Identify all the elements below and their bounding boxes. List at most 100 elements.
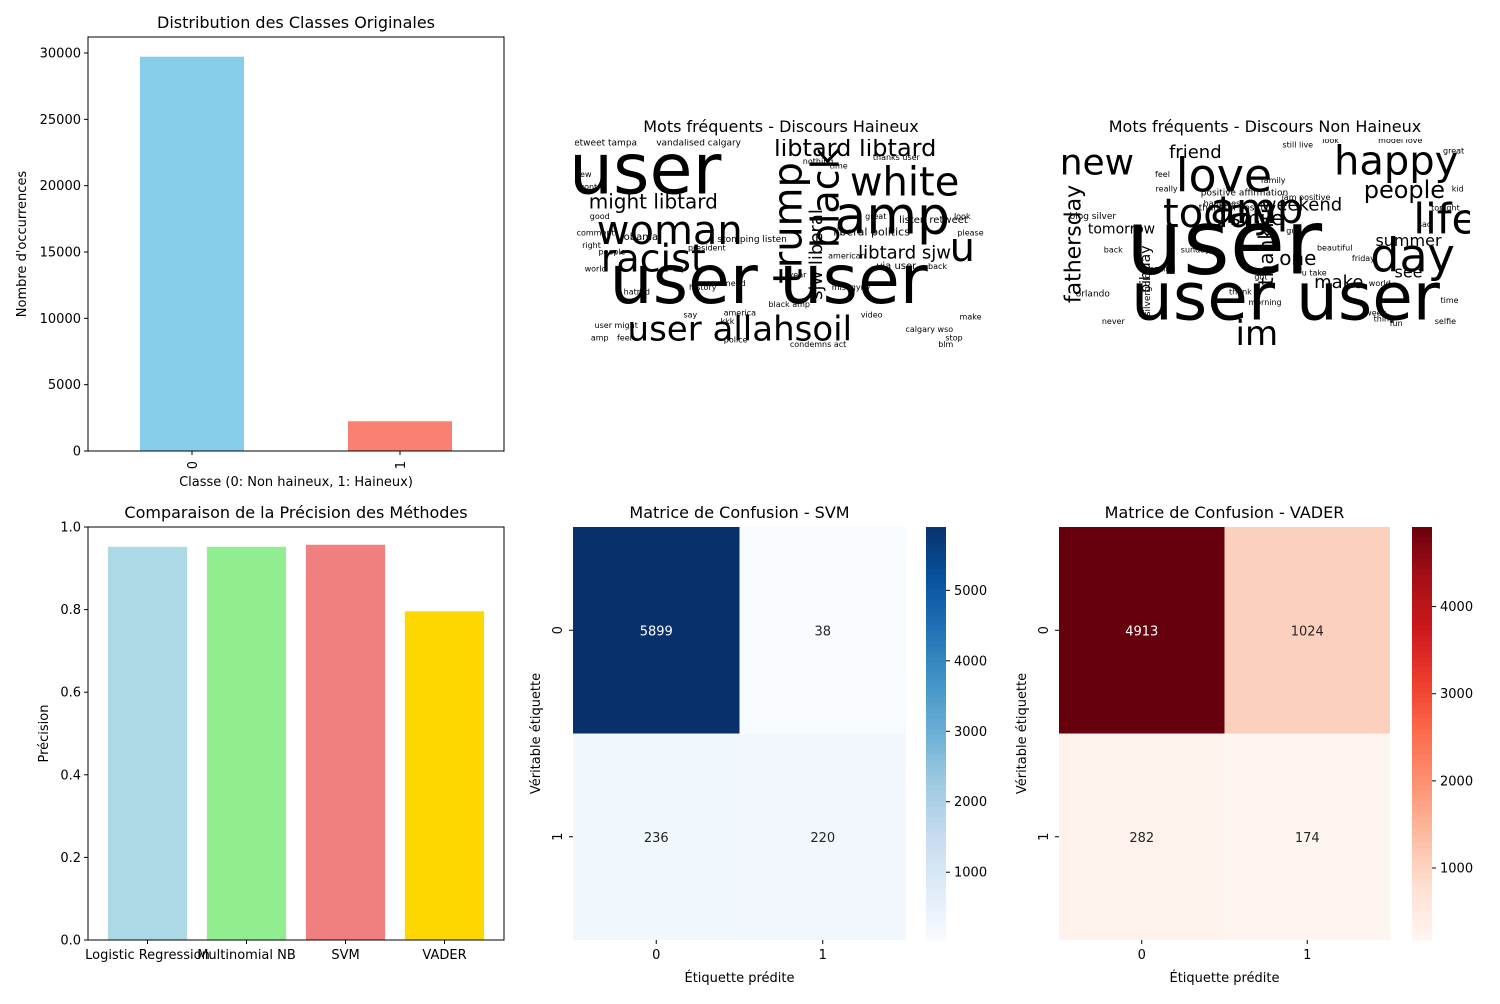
word: see [1394, 263, 1422, 282]
colorbar-segment [926, 599, 946, 606]
word: good [590, 212, 610, 221]
colorbar-segment [1412, 924, 1432, 931]
word: condemns act [790, 340, 846, 349]
colorbar-tick-label: 2000 [1440, 774, 1473, 789]
x-tick-label: 0 [1138, 948, 1146, 963]
word: world [585, 264, 607, 273]
colorbar-segment [1412, 816, 1432, 822]
y-tick-label: 30000 [40, 46, 81, 61]
colorbar-segment [926, 687, 946, 693]
word: need [726, 279, 746, 288]
colorbar-segment [1412, 872, 1432, 879]
word: user [569, 129, 722, 211]
word: today [1163, 191, 1277, 237]
colorbar-segment [926, 738, 946, 745]
colorbar-segment [926, 718, 946, 724]
y-tick-label: 1.0 [60, 521, 81, 536]
bar-method [404, 611, 485, 940]
colorbar-segment [926, 867, 946, 874]
colorbar-segment [926, 609, 946, 616]
colorbar-segment [1412, 707, 1432, 714]
colorbar-segment [1412, 800, 1432, 807]
colorbar-segment [926, 614, 946, 621]
colorbar-segment [926, 656, 946, 662]
colorbar-segment [1412, 630, 1432, 637]
y-axis-label: Nombre d'occurrences [15, 171, 30, 318]
colorbar-segment [1412, 738, 1432, 745]
colorbar-tick-label: 1000 [1440, 862, 1473, 877]
colorbar-segment [926, 568, 946, 575]
colorbar-segment [1412, 692, 1432, 698]
confusion-matrix-5: Matrice de Confusion - VADER 4913 1024 282 1… [1015, 503, 1473, 986]
colorbar-segment [1412, 893, 1432, 900]
colorbar-segment [1412, 821, 1432, 828]
x-tick-label: SVM [331, 948, 359, 963]
colorbar-segment [926, 816, 946, 822]
word: make [960, 313, 982, 322]
colorbar-segment [1412, 785, 1432, 791]
colorbar-segment [926, 831, 946, 838]
matrix-cell [573, 733, 740, 940]
colorbar-segment [1412, 826, 1432, 833]
colorbar-segment [926, 810, 946, 817]
y-tick-label: 0 [551, 626, 566, 634]
colorbar-segment [1412, 568, 1432, 575]
colorbar-segment [1412, 919, 1432, 926]
word: might libtard [589, 189, 718, 213]
word: never [1102, 317, 1126, 326]
y-tick-label: 5000 [48, 378, 81, 393]
word: white [850, 160, 959, 206]
colorbar-segment [926, 909, 946, 915]
colorbar-segment [926, 872, 946, 879]
colorbar-segment [1412, 557, 1432, 564]
colorbar-segment [926, 619, 946, 626]
colorbar-segment [926, 635, 946, 642]
colorbar-segment [926, 712, 946, 719]
word: amp [1210, 184, 1303, 233]
chart-title: Mots fréquents - Discours Non Haineux [1109, 117, 1422, 136]
colorbar-segment [926, 903, 946, 910]
x-tick-label: VADER [422, 948, 466, 963]
colorbar-segment [1412, 542, 1432, 549]
x-axis-label: Étiquette prédite [1169, 970, 1279, 986]
word: year [789, 271, 808, 280]
word: thanks user [873, 153, 921, 162]
colorbar-segment [1412, 537, 1432, 544]
colorbar-segment [926, 594, 946, 600]
colorbar-segment [1412, 594, 1432, 600]
word: friend [1169, 142, 1222, 163]
matrix-cell [739, 527, 906, 734]
colorbar-tick-label: 3000 [954, 725, 987, 740]
word: positive affirmation [1201, 189, 1288, 199]
x-tick-label: 1 [1303, 948, 1311, 963]
x-tick-label: 0 [186, 461, 201, 469]
colorbar-segment [926, 630, 946, 637]
word: nothing [803, 157, 834, 166]
word: thing [1374, 315, 1395, 324]
colorbar-segment [1412, 547, 1432, 554]
word: u take [1302, 269, 1327, 278]
word: sjw liberal [806, 209, 827, 300]
colorbar-segment [926, 790, 946, 797]
colorbar-segment [1412, 759, 1432, 766]
colorbar-segment [1412, 552, 1432, 559]
colorbar-segment [926, 847, 946, 853]
word: summer [1375, 231, 1441, 250]
bar-class-1 [348, 421, 452, 451]
colorbar-segment [1412, 898, 1432, 905]
colorbar-segment [1412, 578, 1432, 585]
colorbar-segment [1412, 573, 1432, 580]
colorbar-segment [926, 795, 946, 802]
colorbar-segment [926, 645, 946, 652]
word: time [1440, 296, 1458, 305]
word: say [683, 311, 697, 320]
colorbar-segment [926, 527, 946, 533]
word: feel [617, 334, 632, 343]
y-tick-label: 0.0 [60, 934, 81, 949]
colorbar-segment [1412, 681, 1432, 688]
colorbar-segment [926, 573, 946, 580]
word: people [1364, 176, 1445, 204]
matrix-cell [1059, 733, 1225, 940]
word: racist [601, 236, 706, 280]
